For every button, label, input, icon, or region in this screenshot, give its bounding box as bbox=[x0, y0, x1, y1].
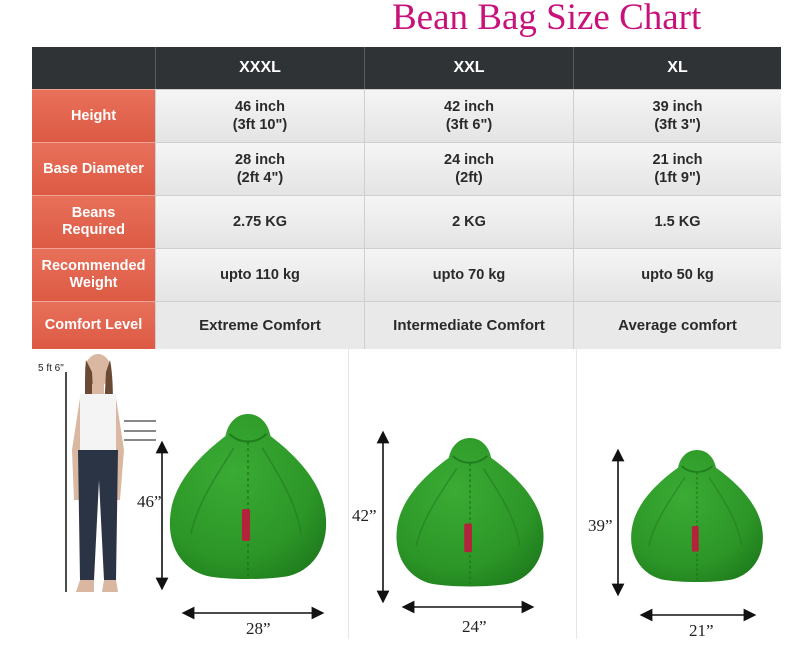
diameter-xxl: 24 inch (2ft) bbox=[364, 142, 573, 195]
cell-line: 46 inch bbox=[235, 99, 285, 115]
column-header-xxl: XXL bbox=[364, 47, 573, 89]
cell-line: 42 inch bbox=[444, 99, 494, 115]
width-label-xl: 21” bbox=[689, 621, 714, 640]
height-xl: 39 inch (3ft 3") bbox=[573, 89, 781, 142]
comfort-xl: Average comfort bbox=[573, 301, 781, 349]
label-line: Beans bbox=[71, 205, 116, 221]
weight-xxxl: upto 110 kg bbox=[155, 248, 364, 301]
diameter-xl: 21 inch (1ft 9") bbox=[573, 142, 781, 195]
column-divider bbox=[348, 349, 349, 639]
row-label-comfort-level: Comfort Level bbox=[32, 301, 155, 349]
cell-line: 21 inch bbox=[652, 152, 703, 168]
cell-line: (1ft 9") bbox=[654, 170, 701, 186]
height-label-xxl: 42” bbox=[352, 506, 377, 525]
cell-line: 24 inch bbox=[444, 152, 494, 168]
bean-bag-icon bbox=[630, 449, 764, 583]
bean-bag-icon bbox=[168, 412, 328, 581]
label-line: Required bbox=[62, 222, 125, 238]
row-label-recommended-weight: Recommended Weight bbox=[32, 248, 155, 301]
beans-xxl: 2 KG bbox=[364, 195, 573, 248]
chart-title: Bean Bag Size Chart bbox=[392, 0, 702, 38]
header-corner bbox=[32, 47, 155, 89]
weight-xl: upto 50 kg bbox=[573, 248, 781, 301]
comfort-xxl: Intermediate Comfort bbox=[364, 301, 573, 349]
diameter-xxxl: 28 inch (2ft 4") bbox=[155, 142, 364, 195]
standing-woman-icon bbox=[65, 354, 156, 592]
row-label-beans-required: Beans Required bbox=[32, 195, 155, 248]
row-label-base-diameter: Base Diameter bbox=[32, 142, 155, 195]
comfort-xxxl: Extreme Comfort bbox=[155, 301, 364, 349]
column-divider bbox=[576, 349, 577, 639]
width-label-xxxl: 28” bbox=[246, 619, 271, 638]
cell-line: 28 inch bbox=[235, 152, 285, 168]
label-line: Recommended bbox=[41, 258, 146, 274]
cell-line: (3ft 6") bbox=[445, 117, 493, 133]
cell-line: 39 inch bbox=[652, 99, 703, 115]
height-xxl: 42 inch (3ft 6") bbox=[364, 89, 573, 142]
height-label-xl: 39” bbox=[588, 516, 613, 535]
height-xxxl: 46 inch (3ft 10") bbox=[155, 89, 364, 142]
column-header-xxxl: XXXL bbox=[155, 47, 364, 89]
cell-line: (3ft 3") bbox=[654, 117, 701, 133]
bean-bag-icon bbox=[395, 437, 545, 588]
height-label-xxxl: 46” bbox=[137, 492, 162, 511]
size-table: XXXL XXL XL Height 46 inch (3ft 10") 42 i… bbox=[32, 47, 781, 349]
weight-xxl: upto 70 kg bbox=[364, 248, 573, 301]
width-label-xxl: 24” bbox=[462, 617, 487, 636]
beans-xxxl: 2.75 KG bbox=[155, 195, 364, 248]
cell-line: (2ft) bbox=[455, 170, 483, 186]
cell-line: (2ft 4") bbox=[236, 170, 284, 186]
column-header-xl: XL bbox=[573, 47, 781, 89]
reference-height-label: 5 ft 6" bbox=[38, 363, 64, 374]
beans-xl: 1.5 KG bbox=[573, 195, 781, 248]
cell-line: (3ft 10") bbox=[232, 117, 288, 133]
row-label-height: Height bbox=[32, 89, 155, 142]
label-line: Weight bbox=[69, 275, 118, 291]
